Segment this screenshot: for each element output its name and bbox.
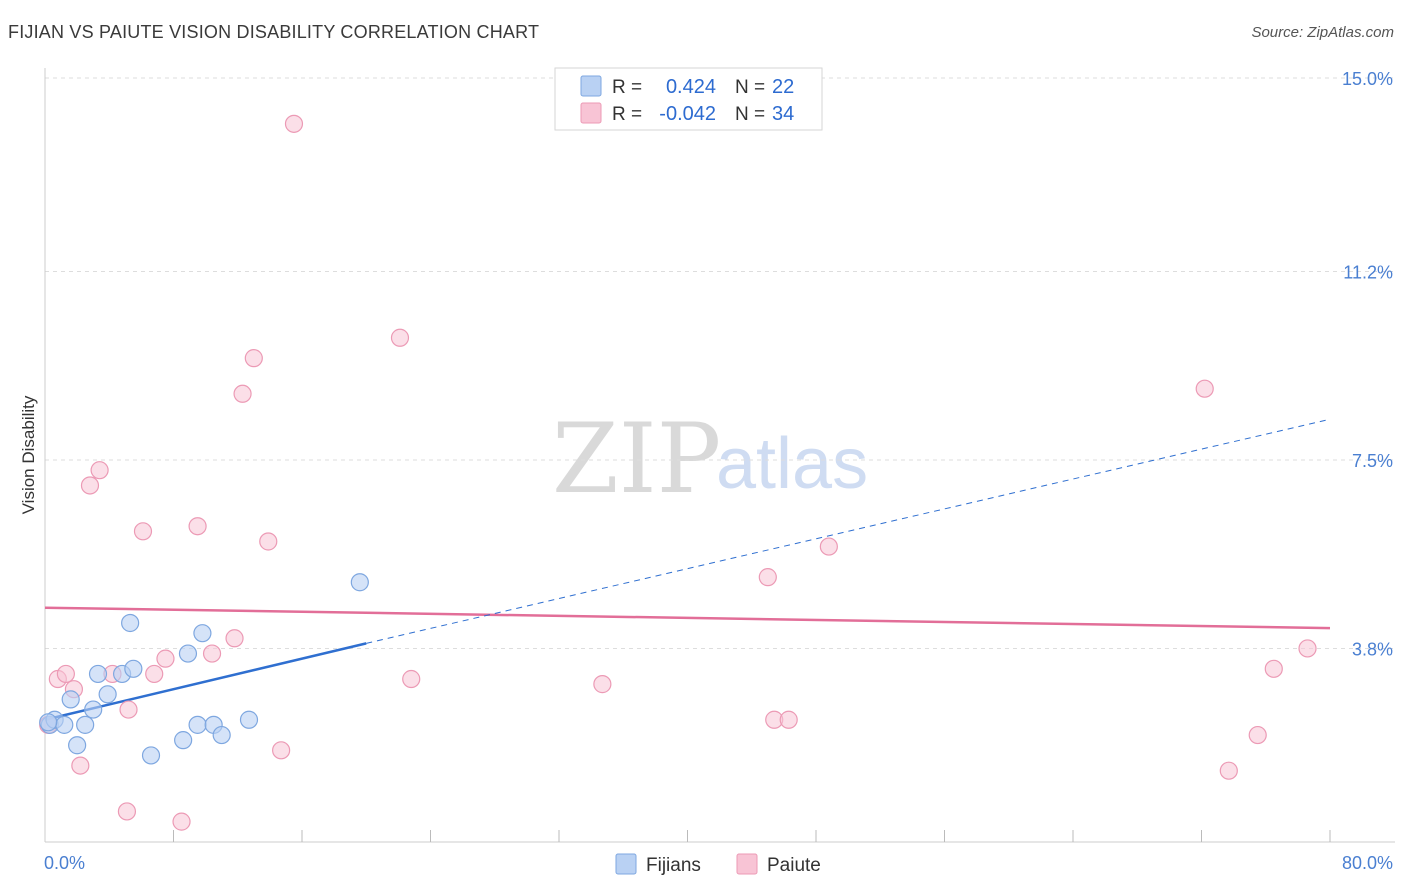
paiute-point (1248, 725, 1267, 745)
legend-n-label-fijians: N = (735, 77, 765, 98)
paiute-point (272, 741, 291, 760)
fijians-point (239, 710, 259, 729)
y-tick-labels: 3.8% 7.5% 11.2% 15.0% (1342, 69, 1393, 659)
series-legend: Fijians Paiute (615, 853, 821, 876)
fijians-point (174, 731, 193, 750)
paiute-point (117, 802, 137, 821)
y-tick-label-1: 7.5% (1352, 451, 1393, 471)
fijians-point (55, 715, 74, 734)
paiute-point (779, 710, 798, 729)
watermark-zip: ZIP (552, 403, 721, 515)
x-tick-labels: 0.0% 80.0% (44, 853, 1393, 873)
fijians-point (124, 659, 143, 678)
legend-swatch-fijians (580, 75, 602, 97)
paiute-point (119, 700, 138, 719)
fijians-point (178, 644, 198, 663)
legend-r-label-fijians: R = (612, 77, 642, 98)
fijians-point (39, 713, 58, 732)
legend-n-value-paiute: 34 (772, 103, 794, 125)
paiute-point (402, 669, 421, 689)
paiute-point (758, 568, 777, 587)
paiute-point (244, 349, 263, 368)
paiute-point (1219, 761, 1238, 780)
fijians-point (68, 736, 87, 755)
paiute-point (593, 675, 612, 694)
paiute-point (819, 537, 838, 556)
chart-title: FIJIAN VS PAIUTE VISION DISABILITY CORRE… (8, 22, 540, 42)
paiute-point (172, 812, 191, 831)
legend-n-value-fijians: 22 (772, 76, 794, 98)
paiute-point (90, 461, 109, 480)
paiute-point (233, 384, 252, 403)
paiute-point (1264, 659, 1283, 678)
paiute-point (133, 522, 153, 541)
paiute-point (80, 476, 100, 495)
legend-n-label-paiute: N = (735, 104, 765, 125)
y-tick-label-2: 11.2% (1343, 263, 1393, 283)
fijians-point (98, 685, 117, 704)
axes (44, 68, 1395, 843)
paiute-point (284, 114, 304, 133)
paiute-point (1195, 379, 1214, 398)
y-tick-label-0: 3.8% (1352, 639, 1393, 659)
legend-r-value-fijians: 0.424 (666, 76, 716, 98)
fijians-point (121, 613, 140, 633)
fijians-point (193, 624, 212, 643)
paiute-point (56, 664, 75, 684)
bottom-legend-swatch-paiute (736, 853, 758, 875)
bottom-legend-label-paiute: Paiute (767, 855, 821, 876)
correlation-legend: R = 0.424 N = 22 R = -0.042 N = 34 (554, 67, 823, 131)
fijians-point (88, 664, 108, 684)
fijians-point (61, 690, 80, 709)
fijians-point (188, 715, 207, 734)
legend-r-label-paiute: R = (612, 104, 642, 125)
legend-swatch-paiute (580, 102, 602, 124)
x-tick-label-max: 80.0% (1342, 853, 1393, 873)
paiute-point (390, 328, 410, 347)
paiute-point (71, 756, 90, 775)
paiute-point (259, 532, 278, 551)
fijians-point (212, 725, 231, 745)
fijians-point (84, 700, 103, 719)
paiute-point (145, 664, 164, 684)
fijians-point (350, 573, 369, 592)
source-credit: Source: ZipAtlas.com (1251, 24, 1394, 41)
paiute-point (1298, 639, 1317, 658)
legend-r-value-paiute: -0.042 (659, 103, 716, 125)
fijians-point (76, 715, 95, 734)
y-axis-label: Vision Disability (19, 395, 38, 514)
fijians-point (141, 746, 161, 765)
paiute-point (188, 517, 207, 536)
paiute-point (202, 644, 222, 663)
fijians-points (39, 573, 369, 765)
paiute-trend-line (44, 606, 1331, 630)
bottom-legend-swatch-fijians (615, 853, 637, 875)
y-tick-label-3: 15.0% (1342, 69, 1393, 89)
x-tick-label-min: 0.0% (44, 853, 85, 873)
paiute-point (225, 629, 244, 648)
paiute-point (156, 649, 175, 668)
watermark-atlas: atlas (716, 424, 868, 504)
bottom-legend-label-fijians: Fijians (646, 855, 701, 876)
